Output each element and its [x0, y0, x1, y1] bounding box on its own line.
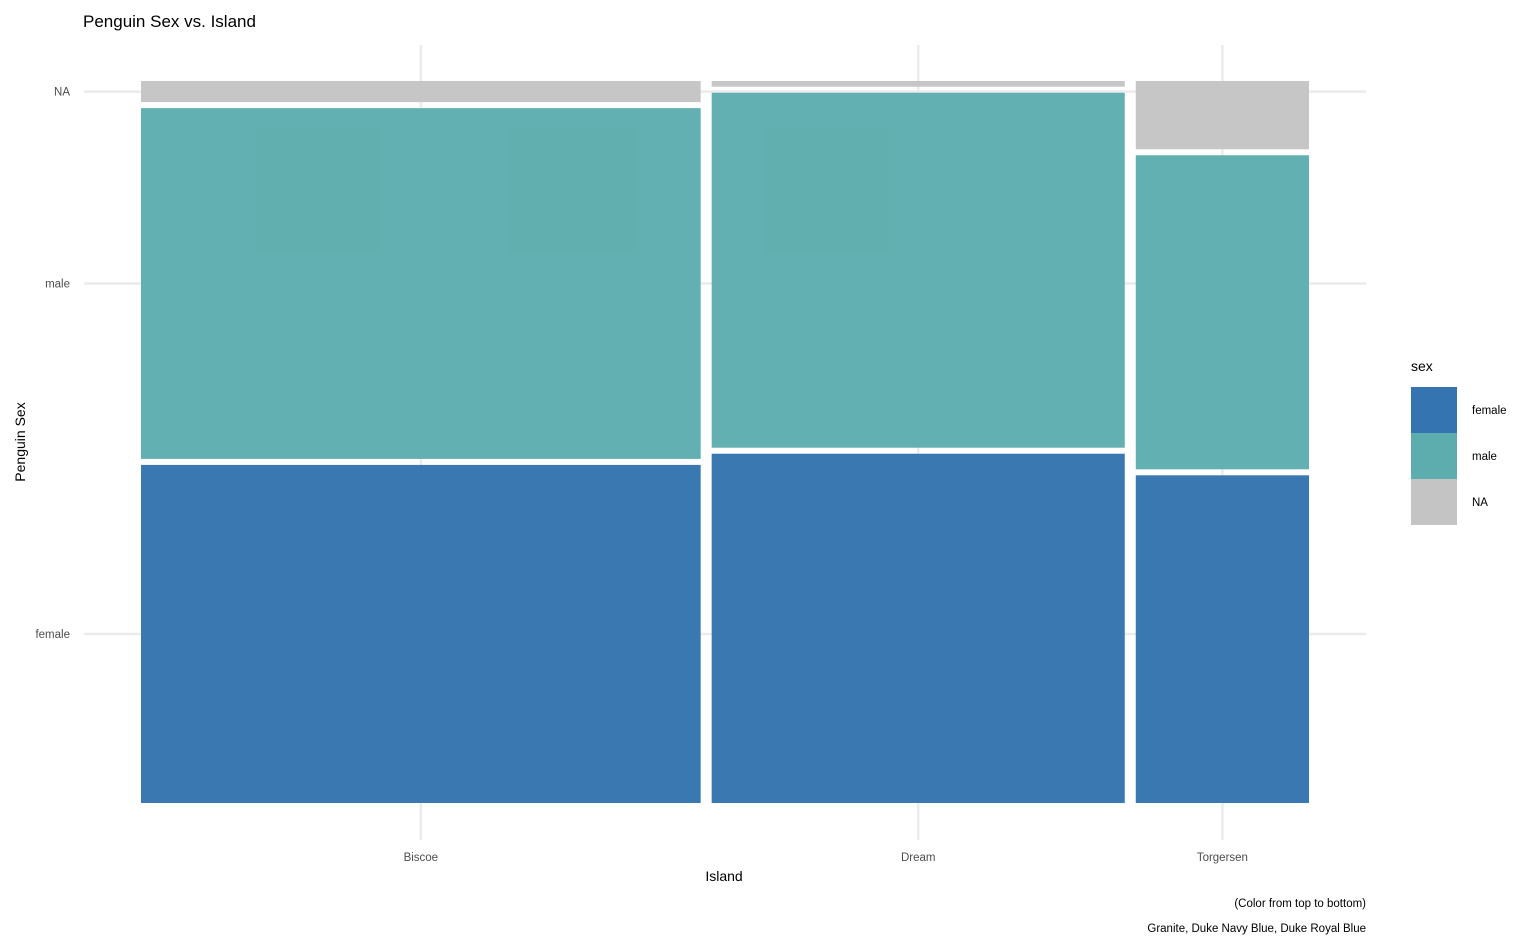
- tile-torgersen-na: [1135, 81, 1309, 150]
- x-axis-title: Island: [705, 868, 742, 884]
- tile-biscoe-na: [141, 81, 701, 103]
- legend-swatch-male: [1411, 433, 1457, 479]
- chart-title: Penguin Sex vs. Island: [83, 12, 256, 31]
- tile-dream-female: [711, 453, 1125, 803]
- y-tick-label-na: NA: [54, 87, 70, 99]
- tile-torgersen-male: [1135, 155, 1309, 470]
- y-tick-labels: female male NA: [35, 87, 70, 641]
- x-tick-label-biscoe: Biscoe: [404, 852, 439, 864]
- legend-swatch-na: [1411, 479, 1457, 525]
- legend-label-male: male: [1472, 451, 1497, 463]
- tile-biscoe-male: [141, 108, 701, 459]
- y-axis-title: Penguin Sex: [12, 402, 28, 481]
- x-tick-label-dream: Dream: [901, 852, 936, 864]
- x-tick-labels: Biscoe Dream Torgersen: [404, 852, 1248, 864]
- legend-label-female: female: [1472, 405, 1507, 417]
- tile-torgersen-female: [1135, 475, 1309, 803]
- legend: sex female male NA: [1411, 358, 1507, 525]
- caption-line-2: Granite, Duke Navy Blue, Duke Royal Blue: [1147, 923, 1366, 935]
- tiles-layer: [141, 81, 1309, 803]
- legend-label-na: NA: [1472, 497, 1488, 509]
- caption-line-1: (Color from top to bottom): [1234, 898, 1366, 910]
- tile-dream-na: [711, 81, 1125, 87]
- tile-dream-male: [711, 92, 1125, 448]
- tile-biscoe-female: [141, 464, 701, 803]
- y-tick-label-female: female: [35, 629, 70, 641]
- legend-swatch-female: [1411, 387, 1457, 433]
- y-tick-label-male: male: [45, 279, 70, 291]
- legend-title: sex: [1411, 358, 1433, 374]
- x-tick-label-torgersen: Torgersen: [1197, 852, 1248, 864]
